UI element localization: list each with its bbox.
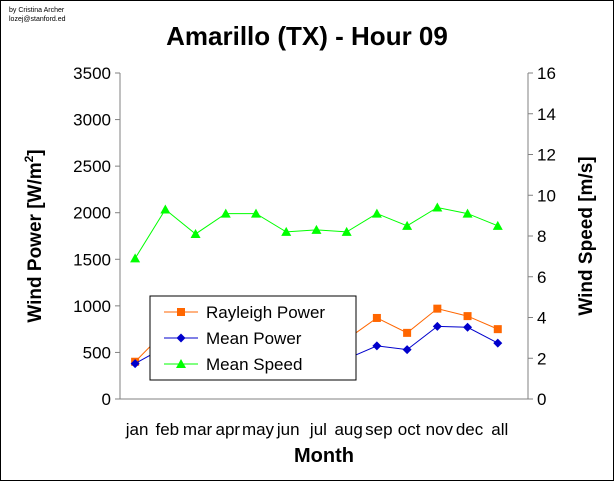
credit-author: by Cristina Archer (9, 7, 65, 14)
data-point (402, 345, 412, 355)
x-tick-label: feb (156, 420, 180, 439)
data-point (432, 202, 443, 212)
legend: Rayleigh Power Mean Power Mean Speed (149, 295, 357, 381)
legend-label: Mean Speed (206, 355, 302, 374)
legend-marker (177, 308, 185, 316)
y2-axis-label: Wind Speed [m/s] (576, 156, 597, 315)
y2-tick-label: 12 (537, 146, 556, 165)
data-point (341, 226, 352, 236)
y-axis-label-text: Wind Power [W/m (25, 162, 46, 322)
x-tick-label: may (242, 420, 275, 439)
x-tick-label: mar (183, 420, 213, 439)
y-axis-label: Wind Power [W/m2] (22, 149, 46, 322)
data-point (251, 208, 261, 218)
x-tick-label: nov (426, 420, 454, 439)
x-tick-label: sep (365, 420, 392, 439)
y-tick-label: 3500 (73, 64, 111, 83)
data-point (463, 322, 473, 332)
data-point (493, 325, 502, 334)
data-point (462, 208, 473, 218)
x-tick-label: jun (276, 420, 300, 439)
y-tick-label: 2500 (73, 157, 111, 176)
data-point (493, 338, 503, 348)
y-axis-label-superscript: 2 (22, 155, 36, 162)
data-point (190, 228, 201, 238)
data-point (130, 359, 140, 369)
data-point (402, 220, 413, 230)
axes: 0 500 1000 1500 2000 2500 3000 3500 0 2 4 6 8 10 12 14 1… (73, 64, 556, 439)
y2-tick-label: 2 (537, 349, 546, 368)
data-point (403, 328, 412, 337)
data-point (220, 208, 231, 218)
legend-marker (176, 359, 186, 368)
y2-tick-label: 14 (537, 105, 556, 124)
y2-tick-label: 4 (537, 309, 546, 328)
legend-label: Mean Power (206, 329, 302, 348)
x-axis-label: Month (294, 445, 354, 467)
x-tick-label: jul (309, 420, 327, 439)
x-tick-label: dec (456, 420, 484, 439)
x-tick-label: all (491, 420, 508, 439)
y-tick-label: 500 (83, 343, 111, 362)
y2-tick-label: 16 (537, 64, 556, 83)
y-tick-label: 1000 (73, 297, 111, 316)
data-point (160, 204, 171, 214)
x-tick-label: oct (398, 420, 421, 439)
y-tick-label: 0 (102, 390, 111, 409)
data-point (130, 253, 141, 263)
data-point (463, 312, 472, 321)
y2-tick-label: 6 (537, 268, 546, 287)
legend-label: Rayleigh Power (206, 303, 325, 322)
data-point (492, 220, 503, 230)
y2-tick-label: 8 (537, 227, 546, 246)
chart-title: Amarillo (TX) - Hour 09 (166, 21, 448, 51)
data-point (433, 304, 442, 313)
y-tick-label: 1500 (73, 250, 111, 269)
data-point (372, 341, 382, 351)
x-tick-label: jan (125, 420, 149, 439)
y2-tick-label: 0 (537, 390, 546, 409)
data-point (281, 226, 292, 236)
data-point (311, 224, 322, 234)
y-axis-label-close: ] (25, 149, 46, 155)
series-mean-speed (130, 202, 503, 263)
legend-marker (176, 333, 186, 343)
x-tick-label: aug (334, 420, 362, 439)
credit-email: lozej@stanford.ed (9, 16, 66, 23)
y-tick-label: 2000 (73, 204, 111, 223)
data-point (432, 321, 442, 331)
x-tick-label: apr (215, 420, 240, 439)
data-point (371, 208, 382, 218)
y2-tick-label: 10 (537, 186, 556, 205)
y-tick-label: 3000 (73, 111, 111, 130)
data-point (372, 313, 381, 322)
